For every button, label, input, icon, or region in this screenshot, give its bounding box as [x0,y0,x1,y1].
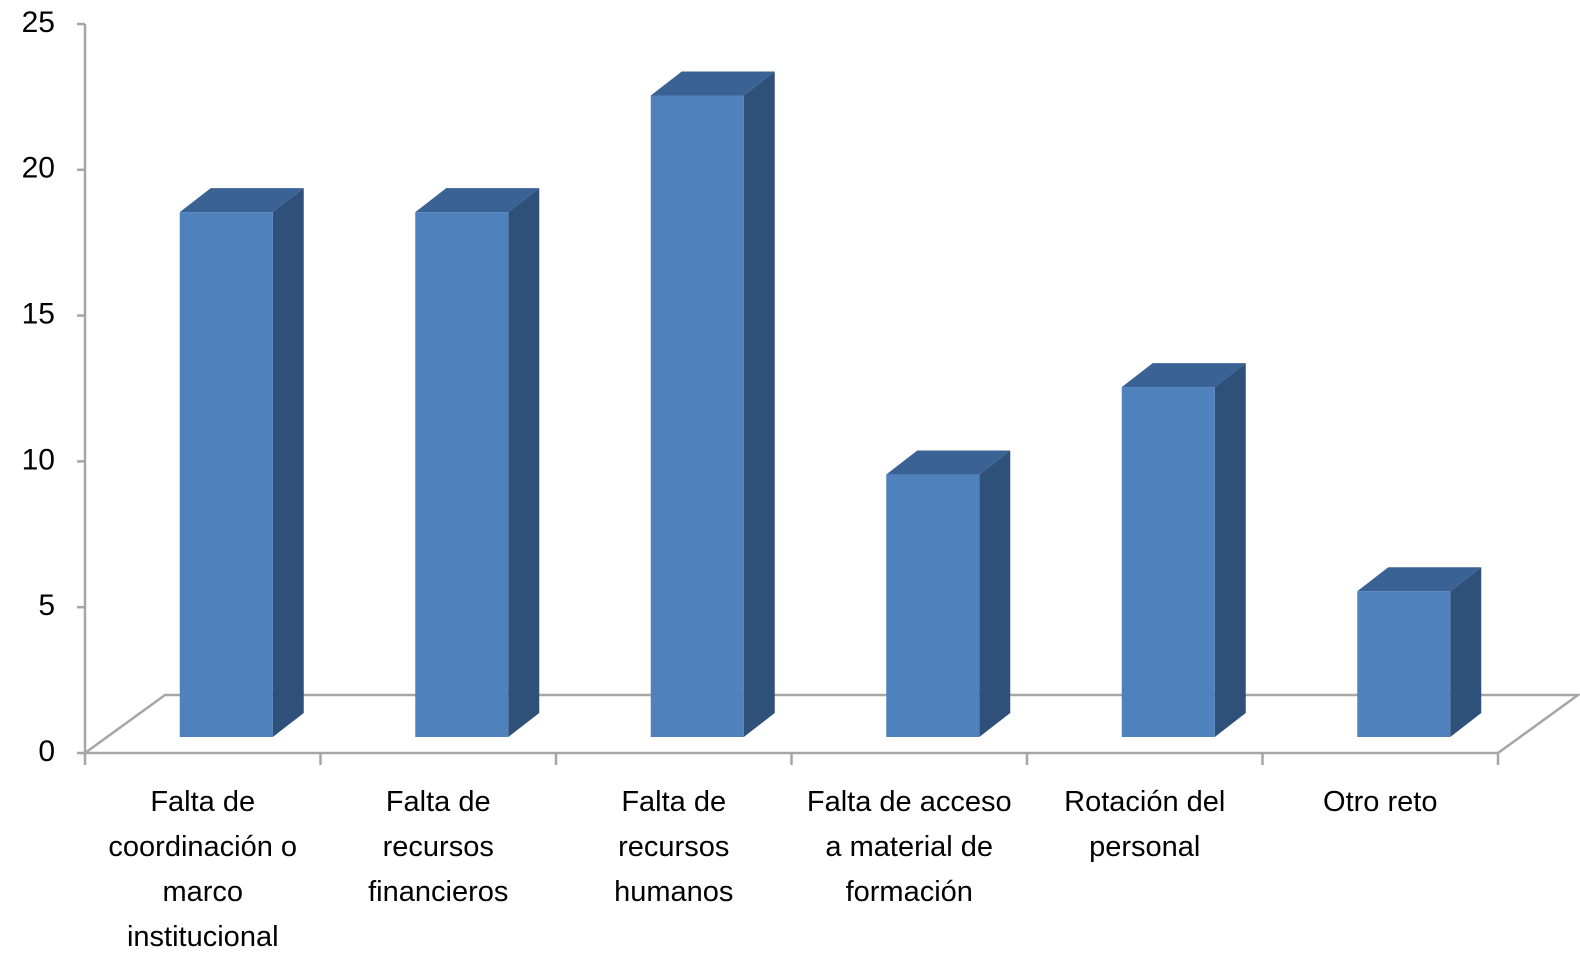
bar-top [650,71,775,96]
bar-side [1450,567,1482,737]
y-tick-label: 15 [22,298,55,331]
x-tick-label: Falta de acceso a material de formación [806,786,1012,908]
y-tick-label: 0 [38,735,55,768]
bar-top [1357,567,1482,592]
bar-side [1214,363,1246,737]
y-tick-label: 25 [22,6,55,39]
floor [81,693,1580,755]
bar-side [508,188,540,737]
x-tick-label: Falta de recursos humanos [614,786,734,908]
bar-front [415,212,509,737]
bar-front [650,95,744,738]
bar [1121,363,1246,737]
bar [886,450,1011,737]
bar [1357,567,1482,737]
bar-front [886,474,980,737]
bar [650,71,775,738]
x-tick-label: Falta de recursos financieros [368,786,509,908]
bar-front [179,212,273,737]
bar-side [979,450,1011,737]
bar [179,188,304,737]
y-tick-label: 20 [22,152,55,185]
bar-top [1121,363,1246,388]
bar-front [1357,591,1451,737]
x-tick-label: Rotación del personal [1064,786,1226,863]
y-tick-label: 5 [38,589,55,622]
bar [415,188,540,737]
bar-top [179,188,304,213]
bar-front [1121,387,1215,737]
bar-top [415,188,540,213]
x-tick-label: Falta de coordinación o marco institucio… [108,786,298,953]
y-tick-label: 10 [22,443,55,476]
x-tick-label: Otro reto [1323,786,1438,818]
bar-side [272,188,304,737]
bar-top [886,450,1011,475]
bar-side [743,71,775,738]
